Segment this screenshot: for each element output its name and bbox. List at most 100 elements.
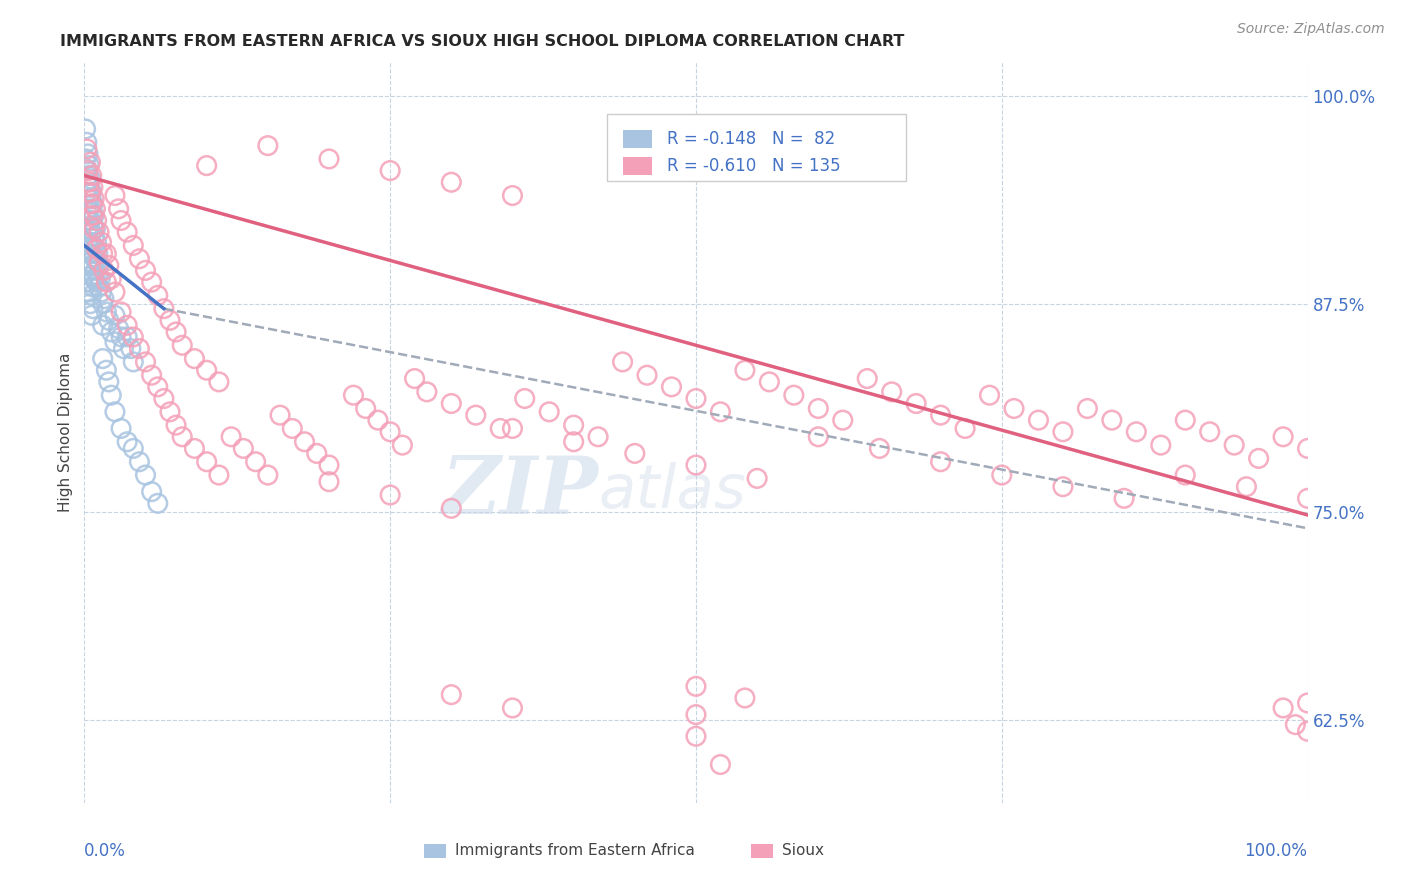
Point	[77, 192, 100, 206]
Point	[380, 425, 402, 439]
Text: ZIP: ZIP	[441, 453, 598, 531]
Point	[1296, 442, 1319, 456]
Point	[77, 159, 100, 173]
Point	[112, 342, 135, 356]
Point	[159, 405, 181, 419]
Point	[76, 161, 98, 176]
Point	[1272, 430, 1295, 444]
Point	[79, 192, 101, 206]
Point	[84, 263, 107, 277]
Point	[502, 701, 524, 715]
Point	[93, 292, 115, 306]
Point	[84, 202, 107, 216]
Point	[76, 136, 98, 150]
Point	[93, 263, 115, 277]
Point	[1114, 491, 1136, 506]
Point	[96, 275, 118, 289]
Point	[80, 288, 103, 302]
Point	[115, 330, 138, 344]
Point	[76, 225, 98, 239]
Point	[83, 192, 105, 206]
Point	[502, 188, 524, 202]
Point	[747, 471, 769, 485]
Point	[115, 434, 138, 449]
Point	[82, 180, 104, 194]
Point	[257, 138, 280, 153]
Point	[87, 225, 110, 239]
Point	[97, 313, 120, 327]
Point	[83, 209, 105, 223]
Bar	[623, 130, 652, 147]
Point	[75, 122, 97, 136]
Point	[1052, 425, 1074, 439]
Point	[80, 309, 103, 323]
Text: 100.0%: 100.0%	[1244, 842, 1308, 860]
Point	[87, 259, 110, 273]
Text: R = -0.610   N = 135: R = -0.610 N = 135	[666, 157, 841, 175]
Point	[905, 396, 928, 410]
Point	[758, 375, 780, 389]
Point	[84, 222, 107, 236]
Point	[96, 363, 118, 377]
Point	[128, 455, 150, 469]
Point	[97, 375, 120, 389]
Point	[586, 430, 609, 444]
Point	[208, 468, 231, 483]
Point	[96, 246, 118, 260]
Point	[80, 205, 103, 219]
Point	[380, 488, 402, 502]
Point	[75, 152, 97, 166]
Bar	[751, 844, 773, 857]
Point	[115, 225, 138, 239]
Point	[440, 501, 463, 516]
Point	[77, 202, 100, 216]
Point	[1272, 701, 1295, 715]
Point	[294, 434, 316, 449]
Point	[232, 442, 254, 456]
Point	[80, 225, 103, 239]
Point	[90, 285, 112, 299]
Point	[76, 185, 98, 199]
Point	[489, 421, 512, 435]
Point	[122, 442, 145, 456]
Point	[115, 318, 138, 333]
Point	[440, 175, 463, 189]
Point	[77, 222, 100, 236]
Point	[77, 175, 100, 189]
Point	[80, 246, 103, 260]
Point	[685, 729, 707, 743]
Point	[172, 430, 194, 444]
Point	[502, 421, 524, 435]
Point	[929, 455, 952, 469]
Point	[1174, 413, 1197, 427]
Point	[1198, 425, 1220, 439]
Point	[404, 371, 426, 385]
Text: R = -0.148   N =  82: R = -0.148 N = 82	[666, 129, 835, 148]
Point	[80, 268, 103, 283]
Point	[1028, 413, 1050, 427]
Point	[245, 455, 267, 469]
Point	[122, 355, 145, 369]
Point	[77, 242, 100, 256]
Point	[107, 321, 129, 335]
Point	[87, 268, 110, 283]
Point	[538, 405, 561, 419]
Point	[79, 185, 101, 199]
Point	[83, 222, 105, 236]
Point	[128, 252, 150, 266]
Point	[91, 351, 114, 366]
Point	[135, 263, 157, 277]
Point	[1296, 696, 1319, 710]
Point	[1296, 724, 1319, 739]
Point	[135, 468, 157, 483]
Bar	[623, 157, 652, 175]
Point	[685, 392, 707, 406]
Point	[87, 280, 110, 294]
Point	[165, 418, 187, 433]
Point	[354, 401, 377, 416]
Point	[82, 280, 104, 294]
Point	[734, 690, 756, 705]
Point	[391, 438, 413, 452]
Point	[104, 188, 127, 202]
Point	[104, 309, 127, 323]
